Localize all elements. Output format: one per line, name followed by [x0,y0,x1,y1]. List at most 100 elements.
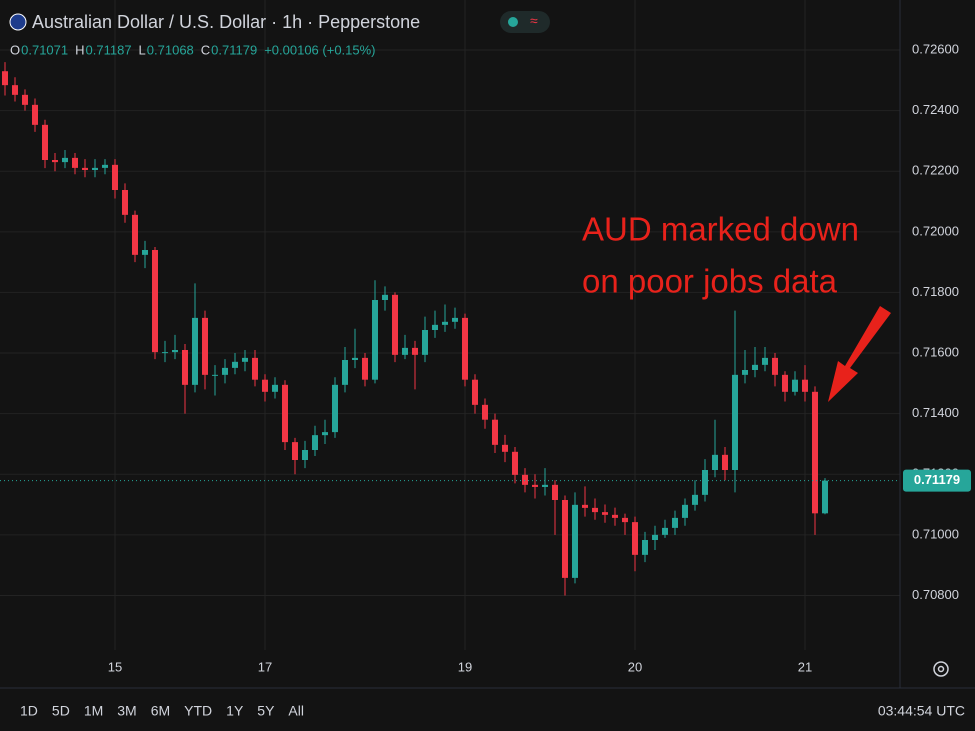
candle-body [502,444,508,452]
candle-body [542,484,548,487]
candle-body [222,367,228,375]
candle-body [762,357,768,365]
candle-body [282,384,288,443]
range-button[interactable]: 3M [117,703,136,719]
candle-body [472,379,478,405]
candle-body [652,534,658,540]
candle-body [432,324,438,330]
candle-body [532,484,538,487]
candle-body [272,384,278,392]
candle-body [312,435,318,450]
candles [2,62,828,596]
candle-body [52,160,58,163]
range-button[interactable]: 1D [20,703,38,719]
legend-change: +0.00106 (+0.15%) [264,42,375,57]
range-button[interactable]: 5D [52,703,70,719]
range-button[interactable]: 5Y [257,703,275,719]
annotation: on poor jobs data [582,263,838,300]
range-button[interactable]: YTD [184,703,212,719]
y-tick-label: 0.70800 [912,587,959,602]
candle-body [192,317,198,385]
candle-body [32,104,38,125]
candle-body [792,379,798,392]
legend-value: 0.71187 [86,42,132,57]
candle-body [212,374,218,376]
candle-body [142,250,148,255]
candle-body [422,330,428,355]
candle-body [102,164,108,168]
legend-letter: C [201,42,210,57]
candle-body [442,321,448,325]
last-price-box [903,469,971,492]
candle-body [42,124,48,160]
candle-body [162,352,168,354]
candle-body [372,300,378,380]
candle-body [602,512,608,515]
y-tick-label: 0.71000 [912,526,959,541]
candle-body [682,504,688,518]
candle-body [712,454,718,470]
candle-body [632,522,638,555]
x-tick-label: 15 [108,659,122,674]
status-icon: ≈ [530,13,538,29]
legend-value: 0.71068 [147,42,194,57]
candle-body [202,317,208,375]
candle-body [352,357,358,360]
candle-body [262,379,268,392]
candle-body [722,454,728,470]
legend-letter: H [75,42,84,57]
candle-body [92,167,98,170]
candle-body [742,370,748,375]
settings-icon[interactable] [933,661,949,677]
x-tick-label: 20 [628,659,642,674]
candle-body [672,517,678,528]
candle-body [662,527,668,535]
x-tick-label: 19 [458,659,472,674]
candle-body [462,317,468,380]
candle-body [22,94,28,105]
candle-body [732,374,738,470]
y-tick-label: 0.72400 [912,102,959,117]
candle-body [2,71,8,86]
candle-body [82,167,88,170]
candle-body [392,294,398,355]
y-tick-label: 0.71800 [912,284,959,299]
status-pill[interactable] [500,11,550,33]
candle-body [802,379,808,392]
candle-body [822,480,828,514]
candle-body [622,517,628,523]
range-button[interactable]: 1M [84,703,103,719]
candle-body [522,474,528,485]
range-button[interactable]: 1Y [226,703,244,719]
candle-body [62,157,68,163]
status-dot [508,17,518,27]
clock: 03:44:54 UTC [878,703,965,719]
candle-body [132,214,138,255]
ohlc-legend: O 0.71071 H 0.71187 L 0.71068 C 0.71179 +0.00106… [10,42,376,57]
candle-body [332,384,338,433]
candle-body [342,360,348,385]
chart-title: Australian Dollar / U.S. Dollar · 1h · P… [32,12,420,32]
candle-body [572,504,578,578]
candle-body [772,357,778,375]
range-button[interactable]: 6M [151,703,170,719]
candle-body [782,374,788,392]
candle-body [362,357,368,380]
candle-body [152,250,158,353]
y-tick-label: 0.71400 [912,405,959,420]
y-tick-label: 0.71600 [912,344,959,359]
candle-body [112,164,118,190]
candle-body [692,494,698,505]
flag-icon [9,13,27,31]
candle-body [612,514,618,518]
x-tick-label: 21 [798,659,812,674]
legend-letter: O [10,42,20,57]
range-button[interactable]: All [288,703,304,719]
candle-body [232,361,238,368]
legend-letter: L [139,42,146,57]
candle-body [592,507,598,513]
last-price-label: 0.71179 [914,472,960,487]
candle-body [322,432,328,436]
